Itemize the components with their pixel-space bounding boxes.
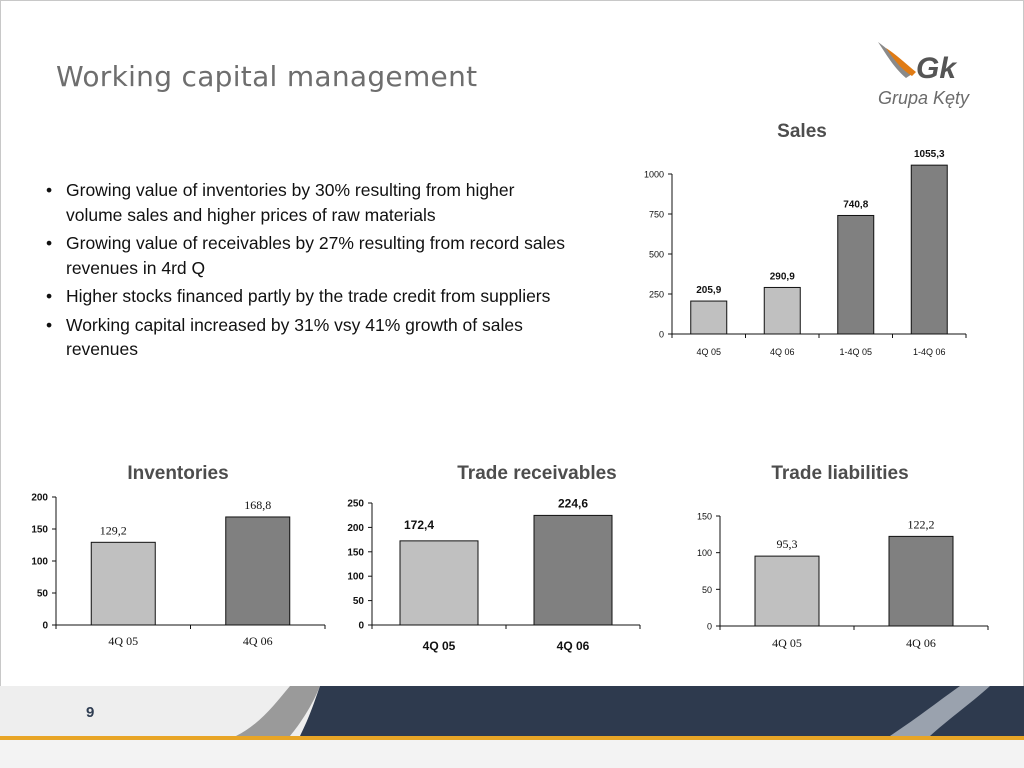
footer-dark-stripe: [300, 686, 1024, 736]
bullet-item: Higher stocks financed partly by the tra…: [42, 284, 572, 309]
footer-gold-line: [0, 736, 1024, 740]
footer-bottom: [0, 740, 1024, 768]
logo-mark: Gk: [916, 52, 957, 85]
logo-swoosh-orange: [886, 48, 916, 76]
page-number: 9: [86, 704, 95, 721]
footer-grey-swoosh: [236, 686, 320, 736]
bullet-item: Growing value of inventories by 30% resu…: [42, 178, 572, 227]
footer-band: [0, 686, 1024, 768]
bullet-list: Growing value of inventories by 30% resu…: [42, 178, 572, 366]
logo-text: Grupa Kęty: [878, 88, 970, 108]
bullet-item: Working capital increased by 31% vsy 41%…: [42, 313, 572, 362]
bullet-item: Growing value of receivables by 27% resu…: [42, 231, 572, 280]
footer-grey-swoosh-2: [890, 686, 990, 736]
slide-title: Working capital management: [56, 60, 478, 93]
grupa-kety-logo: Gk: [878, 42, 957, 85]
